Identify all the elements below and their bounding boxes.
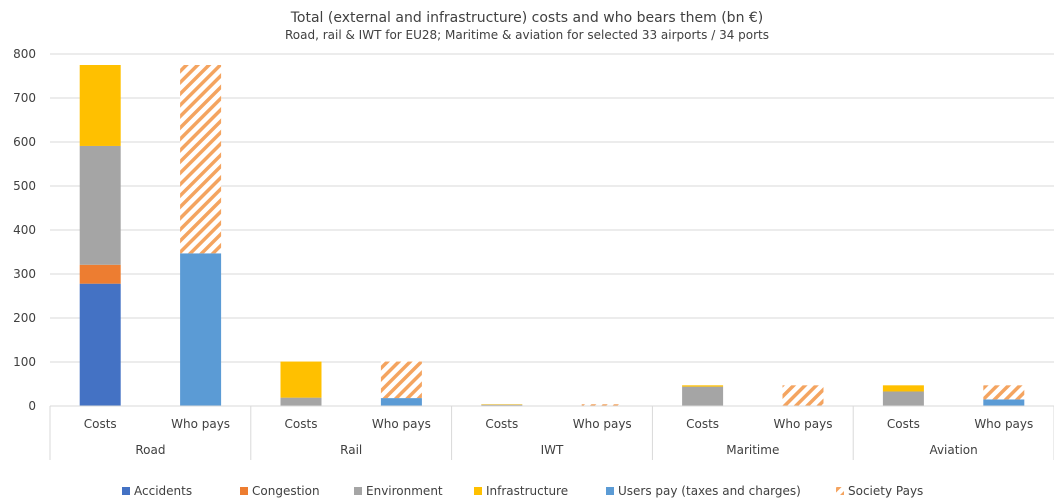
bar-segment [79,264,121,284]
legend-label: Users pay (taxes and charges) [618,484,801,498]
x-tick-label: Who pays [974,417,1033,431]
legend-swatch [354,487,362,495]
x-tick-label: Who pays [774,417,833,431]
bar-segment [180,253,222,406]
group-label: Road [135,443,165,457]
bar-segment [380,361,422,399]
legend-label: Society Pays [848,484,923,498]
bar-segment [983,399,1025,406]
x-tick-label: Costs [887,417,920,431]
legend-label: Congestion [252,484,320,498]
x-tick-label: Costs [285,417,318,431]
bar-segment [581,404,623,406]
y-tick-label: 100 [13,355,36,369]
bar-segment [280,361,322,398]
y-tick-label: 500 [13,179,36,193]
group-label: Rail [340,443,362,457]
y-tick-label: 400 [13,223,36,237]
group-label: Aviation [929,443,977,457]
bar-segment [79,65,121,146]
x-tick-label: Who pays [171,417,230,431]
chart-subtitle: Road, rail & IWT for EU28; Maritime & av… [285,28,769,42]
legend-label: Accidents [134,484,192,498]
x-tick-label: Costs [686,417,719,431]
bar-segment [481,404,523,406]
bar-segment [682,385,724,387]
y-tick-label: 800 [13,47,36,61]
bar-segment [280,397,322,406]
x-tick-label: Costs [485,417,518,431]
bar-segment [180,65,222,254]
bar-segment [782,385,824,406]
legend-swatch [606,487,614,495]
legend: Accidents Congestion Environment Infrastruc… [122,484,923,498]
x-tick-label: Who pays [573,417,632,431]
legend-swatch [240,487,248,495]
legend-label: Environment [366,484,443,498]
y-tick-label: 300 [13,267,36,281]
legend-swatch [836,487,844,495]
legend-swatch [122,487,130,495]
y-tick-label: 700 [13,91,36,105]
bar-segment [882,385,924,392]
legend-swatch [474,487,482,495]
bar-segment [882,391,924,406]
chart-title: Total (external and infrastructure) cost… [290,10,764,26]
legend-label: Infrastructure [486,484,568,498]
y-tick-label: 0 [28,399,36,413]
bar-segment [79,283,121,406]
bars [79,65,1025,406]
x-tick-label: Costs [84,417,117,431]
group-label: Maritime [726,443,779,457]
bar-segment [983,385,1025,400]
x-tick-label: Who pays [372,417,431,431]
y-tick-label: 600 [13,135,36,149]
x-axis: Costs Who pays Costs Who pays Costs Who pays C… [49,405,1054,460]
group-label: IWT [541,443,564,457]
bar-segment [682,386,724,406]
bar-segment [79,145,121,265]
y-axis: 0 100 200 300 400 500 600 700 800 [13,47,36,413]
y-tick-label: 200 [13,311,36,325]
bar-segment [380,398,422,406]
